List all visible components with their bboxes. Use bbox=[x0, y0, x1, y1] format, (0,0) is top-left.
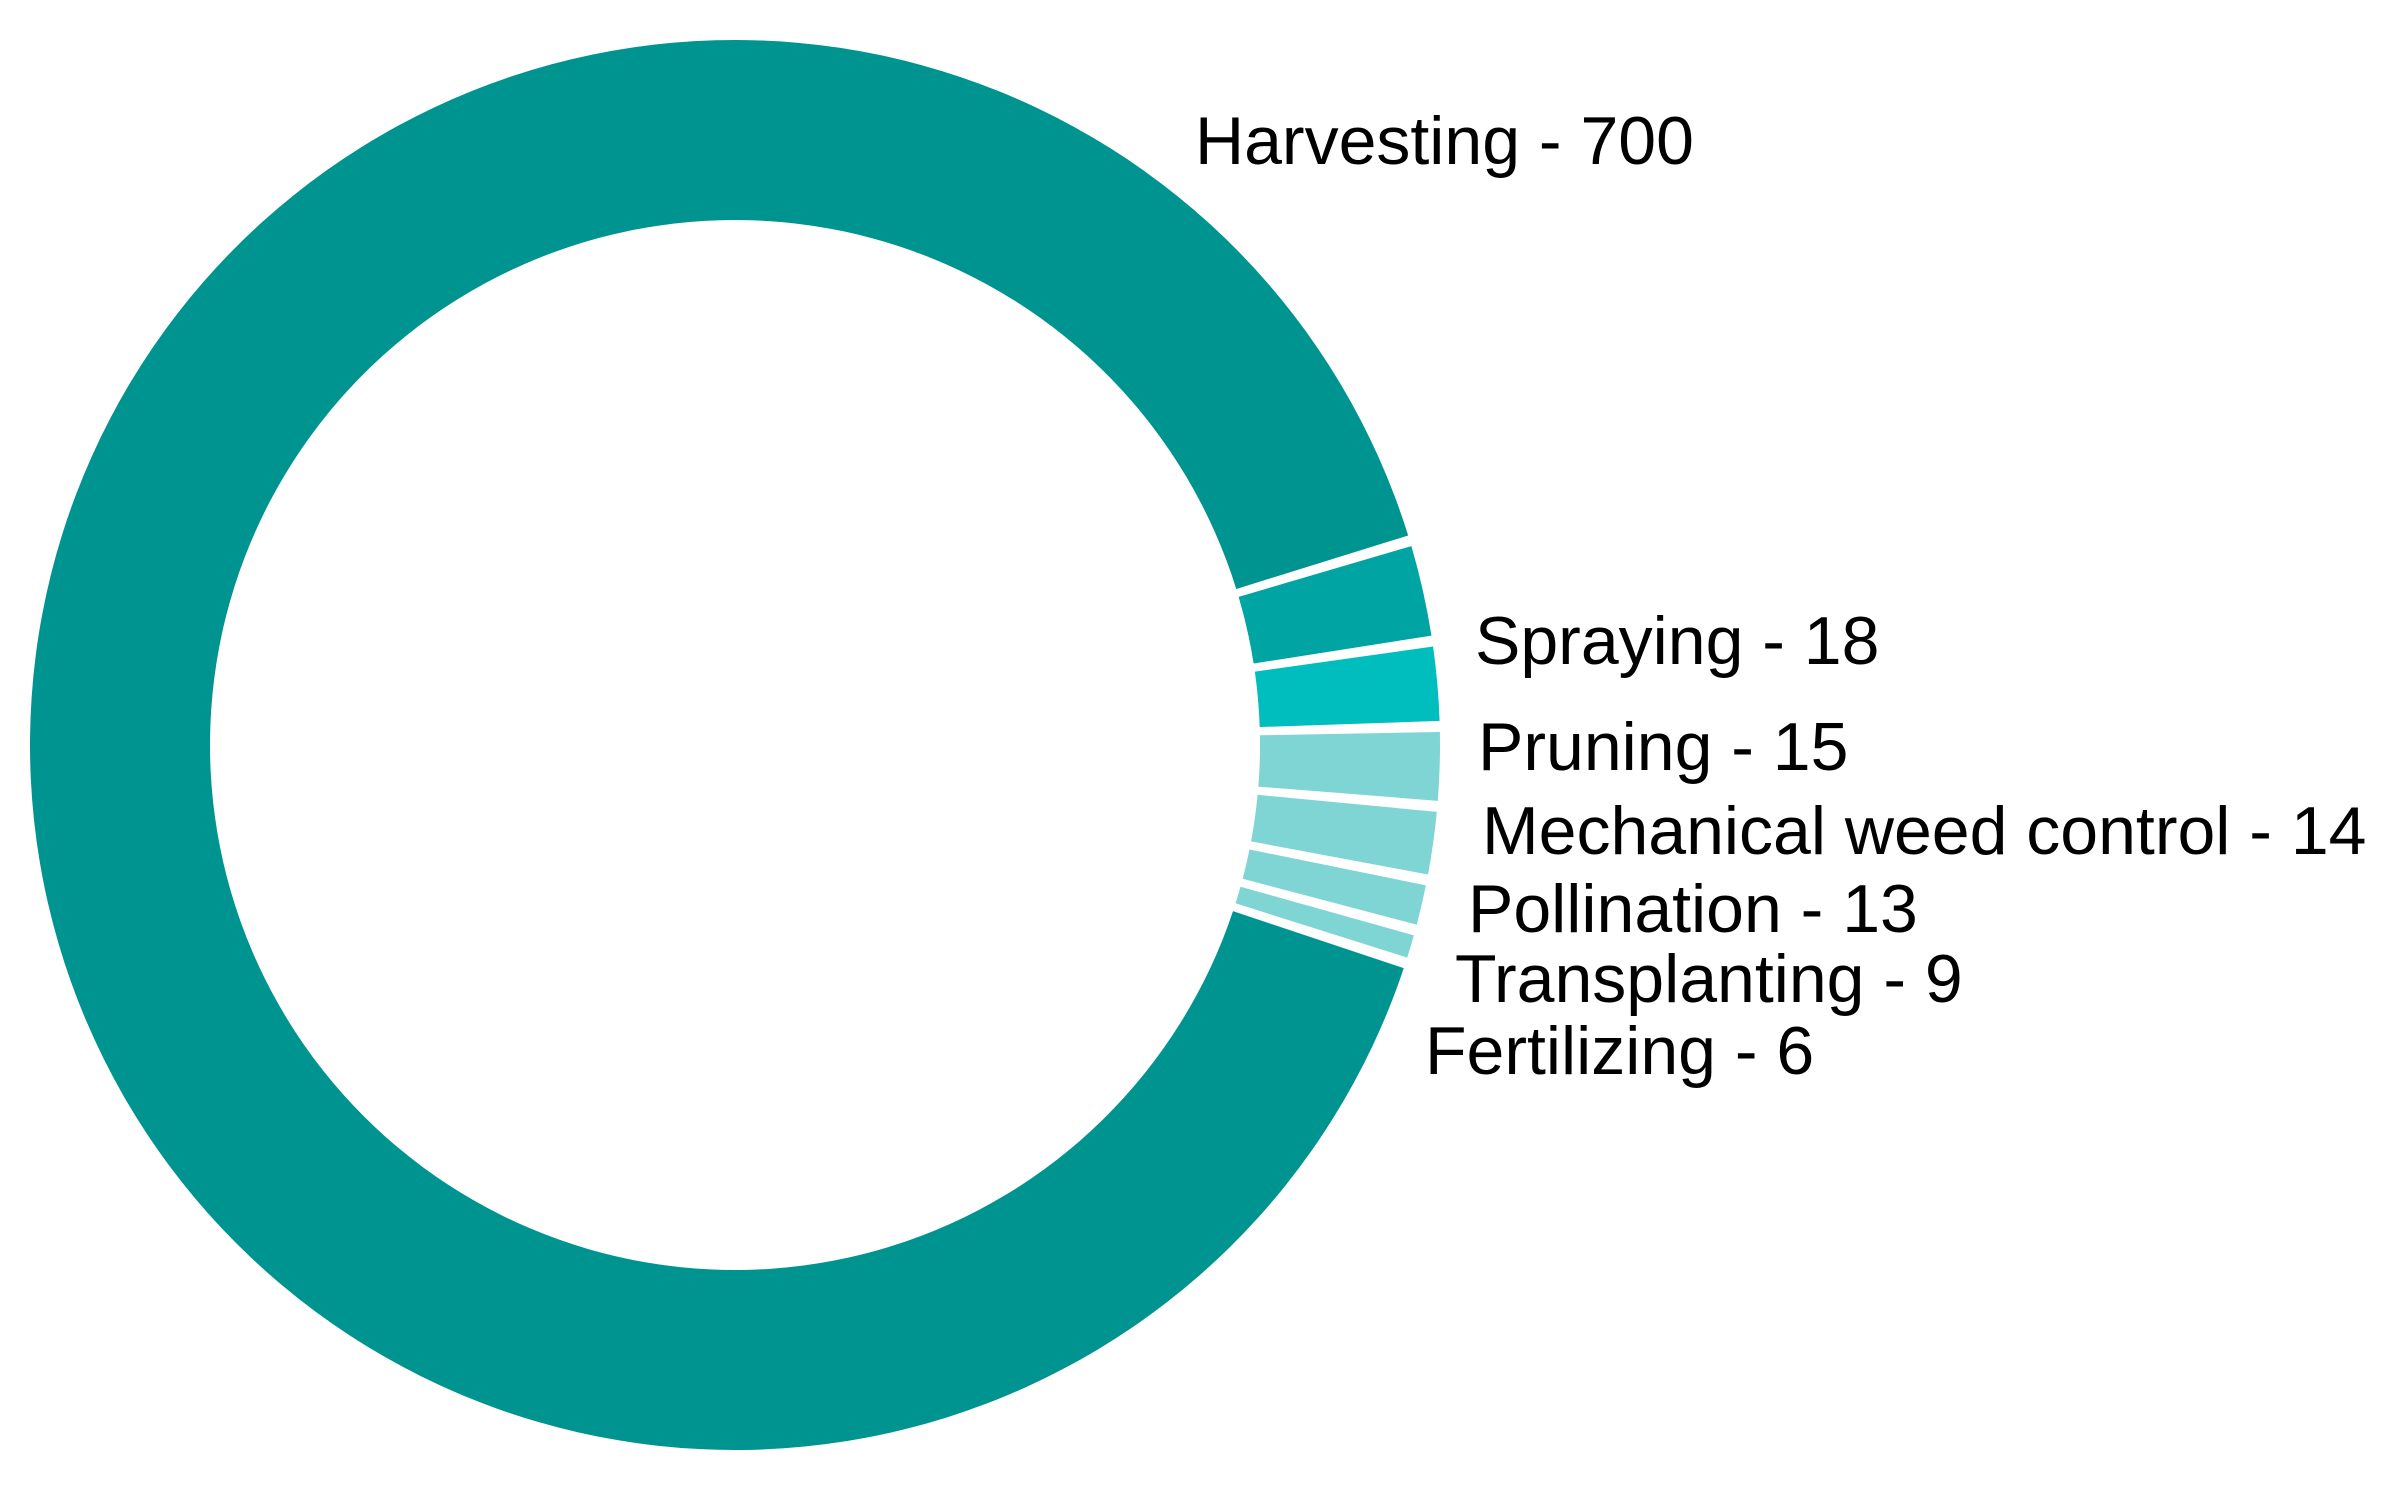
slice-label-harvesting: Harvesting - 700 bbox=[1195, 103, 1694, 179]
donut-labels: Harvesting - 700 Spraying - 18 Pruning - 1… bbox=[1195, 103, 2366, 1089]
slice-label-fertilizing: Fertilizing - 6 bbox=[1425, 1013, 1814, 1089]
slice-spraying bbox=[1238, 546, 1432, 664]
slice-label-mechanical-weed-control: Mechanical weed control - 14 bbox=[1482, 793, 2366, 869]
slice-transplanting bbox=[1242, 849, 1426, 925]
slice-label-spraying: Spraying - 18 bbox=[1475, 603, 1879, 679]
slice-fertilizing bbox=[1235, 886, 1414, 958]
slice-label-pollination: Pollination - 13 bbox=[1468, 871, 1918, 947]
slice-label-pruning: Pruning - 15 bbox=[1478, 709, 1848, 785]
slice-pollination bbox=[1251, 794, 1437, 875]
slice-mechanical-weed-control bbox=[1258, 731, 1440, 801]
slice-harvesting bbox=[30, 39, 1409, 1450]
slice-label-transplanting: Transplanting - 9 bbox=[1455, 941, 1963, 1017]
slice-pruning bbox=[1254, 646, 1440, 728]
donut-slices bbox=[30, 39, 1440, 1450]
